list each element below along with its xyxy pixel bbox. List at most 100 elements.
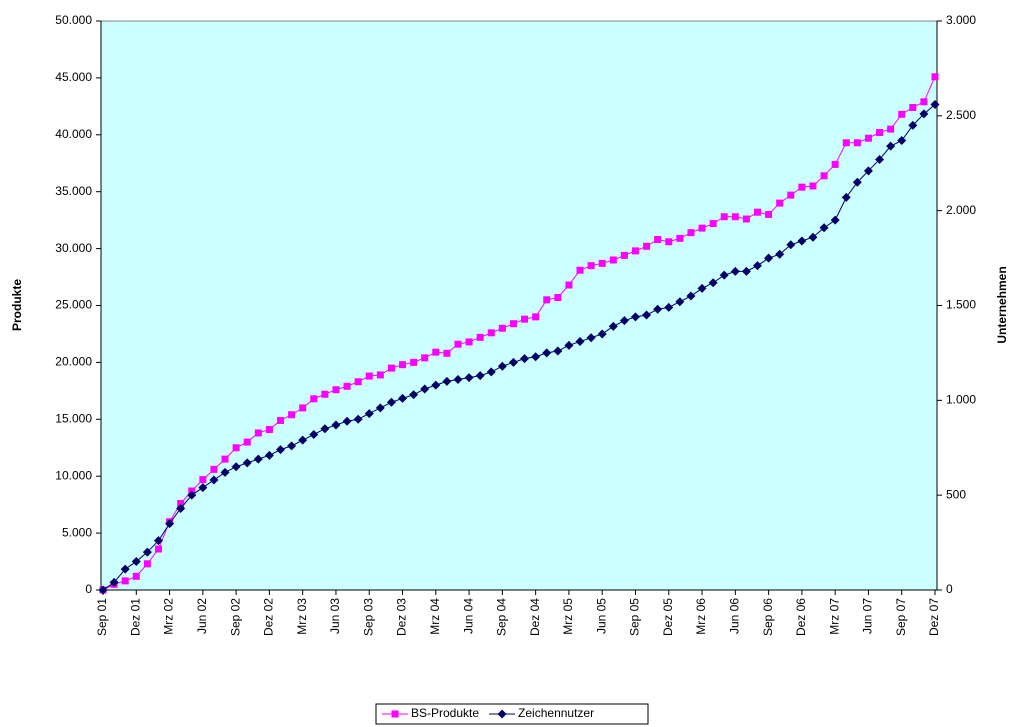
data-point	[142, 547, 152, 557]
data-point	[720, 213, 728, 221]
data-point	[864, 134, 872, 142]
data-point	[875, 154, 885, 164]
data-point	[154, 545, 162, 553]
data-point	[819, 223, 829, 233]
data-point	[797, 236, 807, 246]
data-point	[619, 316, 629, 326]
data-point	[630, 312, 640, 322]
data-point	[409, 390, 419, 400]
x-tick-label: Sep 03	[361, 598, 375, 636]
data-point	[697, 283, 707, 293]
data-point	[553, 346, 563, 356]
y-tick-label: 45.000	[55, 70, 92, 84]
y-tick-label: 20.000	[55, 355, 92, 369]
data-point	[654, 235, 662, 243]
data-point	[776, 199, 784, 207]
data-point	[587, 262, 595, 270]
y-tick-label: 15.000	[55, 411, 92, 425]
data-point	[443, 349, 451, 357]
data-point	[465, 338, 473, 346]
data-point	[642, 310, 652, 320]
data-point	[708, 278, 718, 288]
data-point	[364, 409, 374, 419]
data-point	[365, 372, 373, 380]
data-point	[320, 424, 330, 434]
data-point	[786, 240, 796, 250]
data-point	[575, 337, 585, 347]
data-point	[908, 120, 918, 130]
data-point	[453, 374, 463, 384]
data-point	[930, 99, 940, 109]
y2-axis-title: Unternehmen	[995, 266, 1009, 343]
y-tick-label: 35.000	[55, 184, 92, 198]
data-point	[564, 340, 574, 350]
data-point	[709, 220, 717, 228]
data-point	[353, 414, 363, 424]
data-point	[876, 129, 884, 137]
data-point	[254, 429, 262, 437]
data-point	[609, 256, 617, 264]
x-tick-label: Jun 02	[195, 598, 209, 634]
y-tick-label: 25.000	[55, 298, 92, 312]
data-point	[565, 281, 573, 289]
data-point	[431, 380, 441, 390]
data-point	[754, 208, 762, 216]
data-point	[532, 313, 540, 321]
data-point	[177, 500, 185, 508]
data-point	[232, 444, 240, 452]
data-point	[398, 393, 408, 403]
data-point	[741, 266, 751, 276]
data-point	[220, 467, 230, 477]
data-point	[764, 253, 774, 263]
data-point	[730, 266, 740, 276]
y-axis-title: Produkte	[10, 279, 24, 331]
data-point	[919, 109, 929, 119]
data-point	[331, 420, 341, 430]
y-tick-label: 30.000	[55, 241, 92, 255]
y-tick-label: 50.000	[55, 13, 92, 27]
data-point	[898, 110, 906, 118]
data-point	[120, 564, 130, 574]
data-point	[830, 215, 840, 225]
data-point	[498, 324, 506, 332]
data-point	[521, 315, 529, 323]
data-point	[375, 403, 385, 413]
data-point	[586, 333, 596, 343]
data-point	[665, 238, 673, 246]
y2-tick-label: 3.000	[946, 13, 976, 27]
data-point	[187, 490, 197, 500]
data-point	[597, 329, 607, 339]
data-point	[808, 232, 818, 242]
data-point	[631, 247, 639, 255]
data-point	[676, 234, 684, 242]
data-point	[687, 229, 695, 237]
data-point	[664, 302, 674, 312]
data-point	[354, 378, 362, 386]
data-point	[643, 242, 651, 250]
data-point	[698, 224, 706, 232]
x-tick-label: Sep 04	[495, 598, 509, 636]
x-tick-label: Jun 03	[328, 598, 342, 634]
data-point	[342, 416, 352, 426]
data-point	[886, 141, 896, 151]
y-tick-label: 5.000	[62, 525, 92, 539]
data-point	[386, 397, 396, 407]
y2-tick-label: 1.000	[946, 393, 976, 407]
data-point	[486, 367, 496, 377]
x-tick-label: Dez 02	[262, 598, 276, 636]
x-tick-label: Mrz 07	[827, 598, 841, 635]
data-point	[454, 340, 462, 348]
data-point	[686, 291, 696, 301]
data-point	[121, 577, 129, 585]
data-point	[620, 251, 628, 259]
legend-label: BS-Produkte	[411, 706, 479, 720]
data-point	[287, 441, 297, 451]
data-point	[243, 438, 251, 446]
data-point	[753, 261, 763, 271]
data-point	[820, 172, 828, 180]
y-tick-label: 0	[85, 582, 92, 596]
data-point	[931, 73, 939, 81]
data-point	[132, 572, 140, 580]
y2-tick-label: 2.500	[946, 108, 976, 122]
